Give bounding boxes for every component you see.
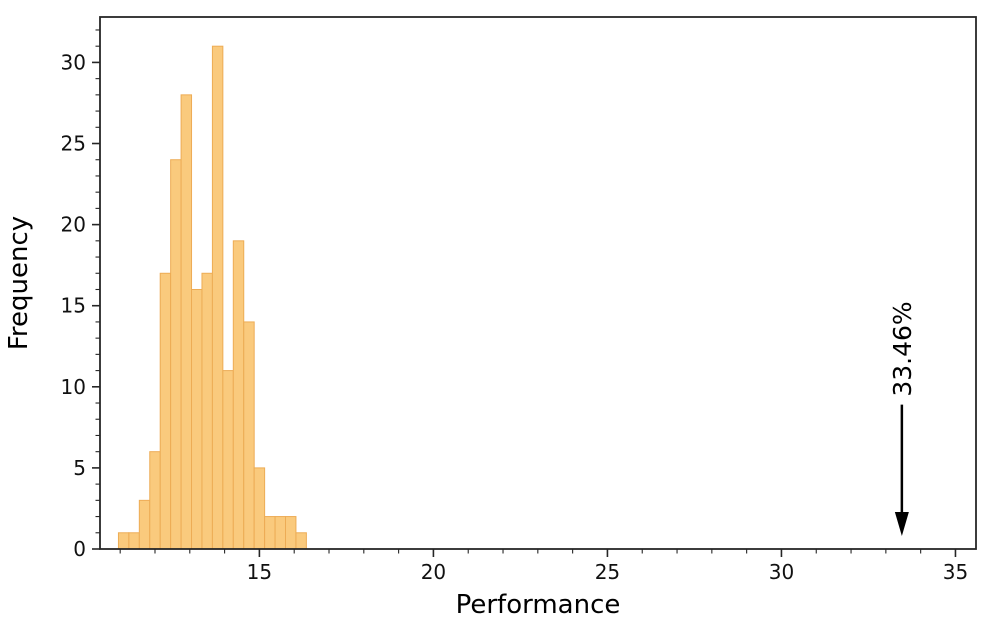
- x-tick-label: 30: [769, 560, 794, 584]
- y-tick-label: 5: [73, 456, 86, 480]
- histogram-bar: [180, 94, 193, 550]
- histogram-bar: [295, 532, 307, 550]
- y-tick-label: 15: [61, 294, 86, 318]
- x-tick-label: 35: [943, 560, 968, 584]
- x-tick-label: 20: [421, 560, 446, 584]
- histogram-bar: [117, 532, 130, 550]
- histogram-bar: [222, 370, 234, 550]
- histogram-bar: [149, 451, 161, 550]
- x-axis-title: Performance: [455, 590, 621, 620]
- histogram-bar: [159, 272, 172, 550]
- histogram-bar: [128, 532, 140, 550]
- histogram-bar: [232, 240, 245, 550]
- histogram-bar: [138, 499, 151, 550]
- x-tick-label: 25: [595, 560, 620, 584]
- y-tick-label: 0: [73, 537, 86, 561]
- histogram-bar: [253, 467, 266, 550]
- histogram-bar: [243, 321, 255, 550]
- y-axis-title: Frequency: [4, 215, 34, 351]
- annotation-label: 33.46%: [888, 301, 917, 396]
- y-tick-label: 10: [61, 375, 86, 399]
- histogram-bar: [274, 516, 286, 550]
- y-tick-label: 20: [61, 213, 86, 237]
- histogram-bar: [191, 288, 203, 550]
- histogram-bar: [264, 516, 276, 550]
- y-tick-label: 25: [61, 132, 86, 156]
- histogram-bar: [285, 516, 297, 550]
- x-tick-label: 15: [247, 560, 272, 584]
- histogram-bar: [201, 272, 213, 550]
- histogram-bar: [170, 159, 182, 550]
- annotation-arrow-head: [894, 512, 909, 537]
- y-tick-label: 30: [61, 50, 86, 74]
- histogram-bar: [211, 45, 224, 550]
